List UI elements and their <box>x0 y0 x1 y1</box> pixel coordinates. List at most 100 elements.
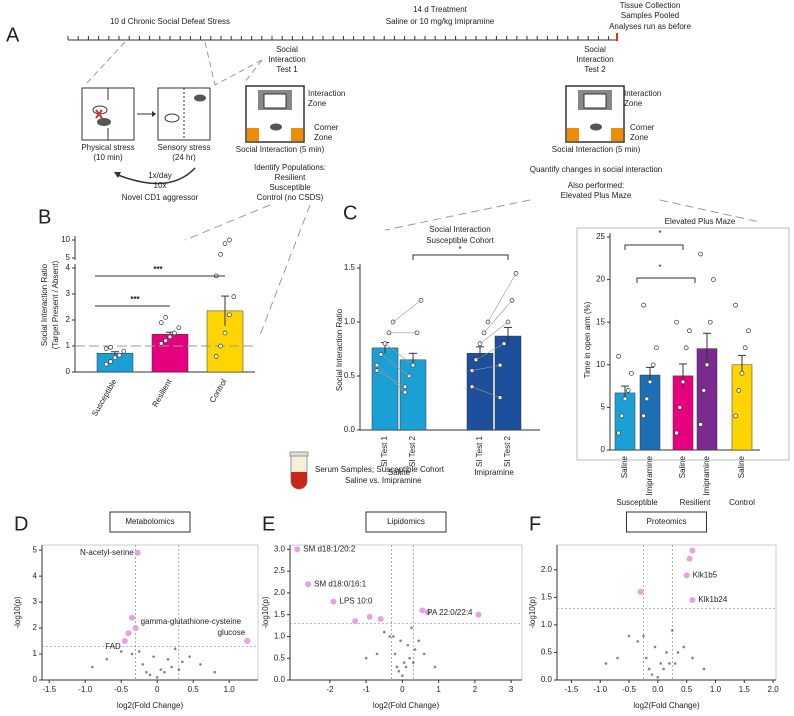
x-tick-label: 3 <box>509 685 514 694</box>
data-point <box>213 670 217 674</box>
pair-line <box>384 343 414 366</box>
x-tick-label: 1.0 <box>710 685 722 694</box>
x-tick-label: 2 <box>473 685 478 694</box>
data-point <box>375 652 379 656</box>
point-label: SM d18:1/20:2 <box>303 544 356 553</box>
data-point <box>213 354 219 359</box>
chart-title: Social Interaction <box>429 225 490 234</box>
panel-label: F <box>529 513 541 535</box>
data-point <box>173 647 177 651</box>
x-tick-label: -1.0 <box>78 685 92 694</box>
data-point <box>218 252 223 257</box>
x-tick-label: SI Test 2 <box>503 435 512 467</box>
data-point <box>145 670 148 674</box>
x-tick-label: Control <box>208 377 229 404</box>
data-point <box>629 370 634 376</box>
x-tick-label: Imipramine <box>702 455 711 495</box>
data-point <box>222 241 228 246</box>
highlight-point <box>294 546 301 553</box>
panel-label: B <box>38 206 51 228</box>
bar <box>639 374 661 451</box>
y-axis-label: Social Interaction Ratio <box>335 308 344 391</box>
timeline-text: Samples Pooled <box>621 11 679 20</box>
y-tick-label: 1.0 <box>344 317 356 326</box>
data-point <box>739 370 745 376</box>
highlight-point <box>129 614 135 621</box>
data-point <box>662 667 665 671</box>
data-point <box>167 334 173 340</box>
data-point <box>604 662 608 665</box>
data-point <box>702 667 706 671</box>
point-label: glucose <box>218 628 246 637</box>
data-point <box>401 674 404 677</box>
si-caption: Social Interaction (5 min) <box>552 145 641 154</box>
sig-bracket <box>412 254 509 260</box>
highlight-point <box>121 638 128 645</box>
title-box <box>109 511 191 533</box>
data-point <box>158 341 164 346</box>
panel-label: E <box>262 513 275 535</box>
y-tick-label: 3 <box>66 289 71 298</box>
timeline-text: 10 d Chronic Social Defeat Stress <box>110 17 230 26</box>
data-point <box>665 651 668 654</box>
zone-label: Zone <box>624 99 643 108</box>
highlight-point <box>377 616 384 623</box>
y-axis-label: -log10(p) <box>528 596 537 628</box>
highlight-point <box>366 613 373 620</box>
identify-text: Resilient <box>275 173 306 182</box>
data-point <box>227 237 232 243</box>
physical-box <box>81 87 135 141</box>
zoom-lines <box>184 199 761 336</box>
zone-label: Zone <box>308 99 327 108</box>
y-tick-label: 0.5 <box>541 648 553 657</box>
y-tick-label: 2 <box>33 623 38 632</box>
sig-label: * <box>658 229 661 238</box>
data-point <box>422 652 426 656</box>
y-tick-label: 1.0 <box>541 620 553 629</box>
data-point <box>163 315 168 320</box>
data-point <box>619 413 625 419</box>
data-point <box>733 413 738 419</box>
timeline-text: Analyses run as before <box>609 22 691 31</box>
highlight-point <box>330 598 337 605</box>
data-point <box>382 630 386 634</box>
y-axis-label: Time in open arm (%) <box>583 301 592 378</box>
pair-line <box>479 321 509 344</box>
data-point <box>433 665 437 669</box>
data-point <box>402 661 406 664</box>
data-point <box>112 355 118 361</box>
y-tick-label: 1 <box>66 341 71 350</box>
title-box <box>365 511 447 533</box>
test-label: Test 1 <box>276 65 298 74</box>
data-point <box>616 353 621 359</box>
sig-label: *** <box>130 295 140 304</box>
y-tick-label: 5 <box>33 545 38 554</box>
pair-line <box>392 300 422 323</box>
box-caption: (10 min) <box>93 153 123 162</box>
bar <box>399 359 427 431</box>
group-label: Susceptible <box>616 498 658 507</box>
highlight-point <box>637 588 644 595</box>
chart-title: Elevated Plus Maze <box>665 217 736 226</box>
data-point <box>119 650 123 653</box>
zone-label: Interaction <box>308 89 345 98</box>
data-point <box>641 302 646 308</box>
panel-label: A <box>6 24 20 46</box>
data-point <box>616 656 619 660</box>
x-tick-label: Saline <box>620 455 629 478</box>
point-label: gamma-glutathione-cysteine <box>141 617 242 626</box>
x-tick-label: -1.5 <box>565 685 579 694</box>
zone-label: Zone <box>630 133 649 142</box>
x-tick-label: 1.5 <box>739 685 751 694</box>
test-label: Test 2 <box>584 65 606 74</box>
chart-title: Susceptible Cohort <box>426 236 494 245</box>
sig-label: * <box>658 263 661 272</box>
pair-line <box>376 364 406 393</box>
sensory-box <box>157 87 211 141</box>
data-point <box>736 388 742 393</box>
data-point <box>181 660 184 664</box>
group-label: Saline <box>388 468 411 477</box>
y-tick-label: 3.0 <box>274 544 286 553</box>
y-tick-label: 20 <box>596 275 605 284</box>
